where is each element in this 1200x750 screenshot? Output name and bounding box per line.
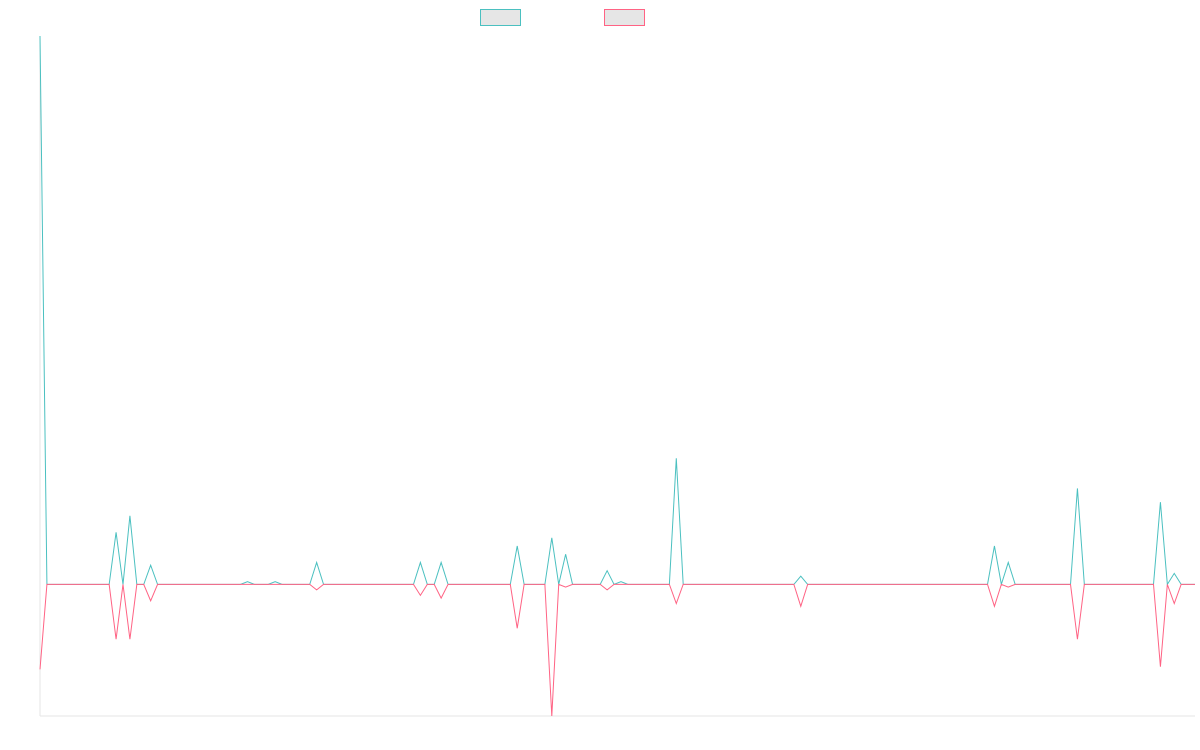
series-line-1 — [39, 35, 1195, 586]
legend — [480, 9, 645, 26]
axes — [39, 36, 1195, 717]
legend-swatch-2 — [604, 9, 645, 26]
series-layer — [39, 35, 1195, 717]
series-line-2 — [39, 583, 1195, 717]
legend-swatch-1 — [480, 9, 521, 26]
